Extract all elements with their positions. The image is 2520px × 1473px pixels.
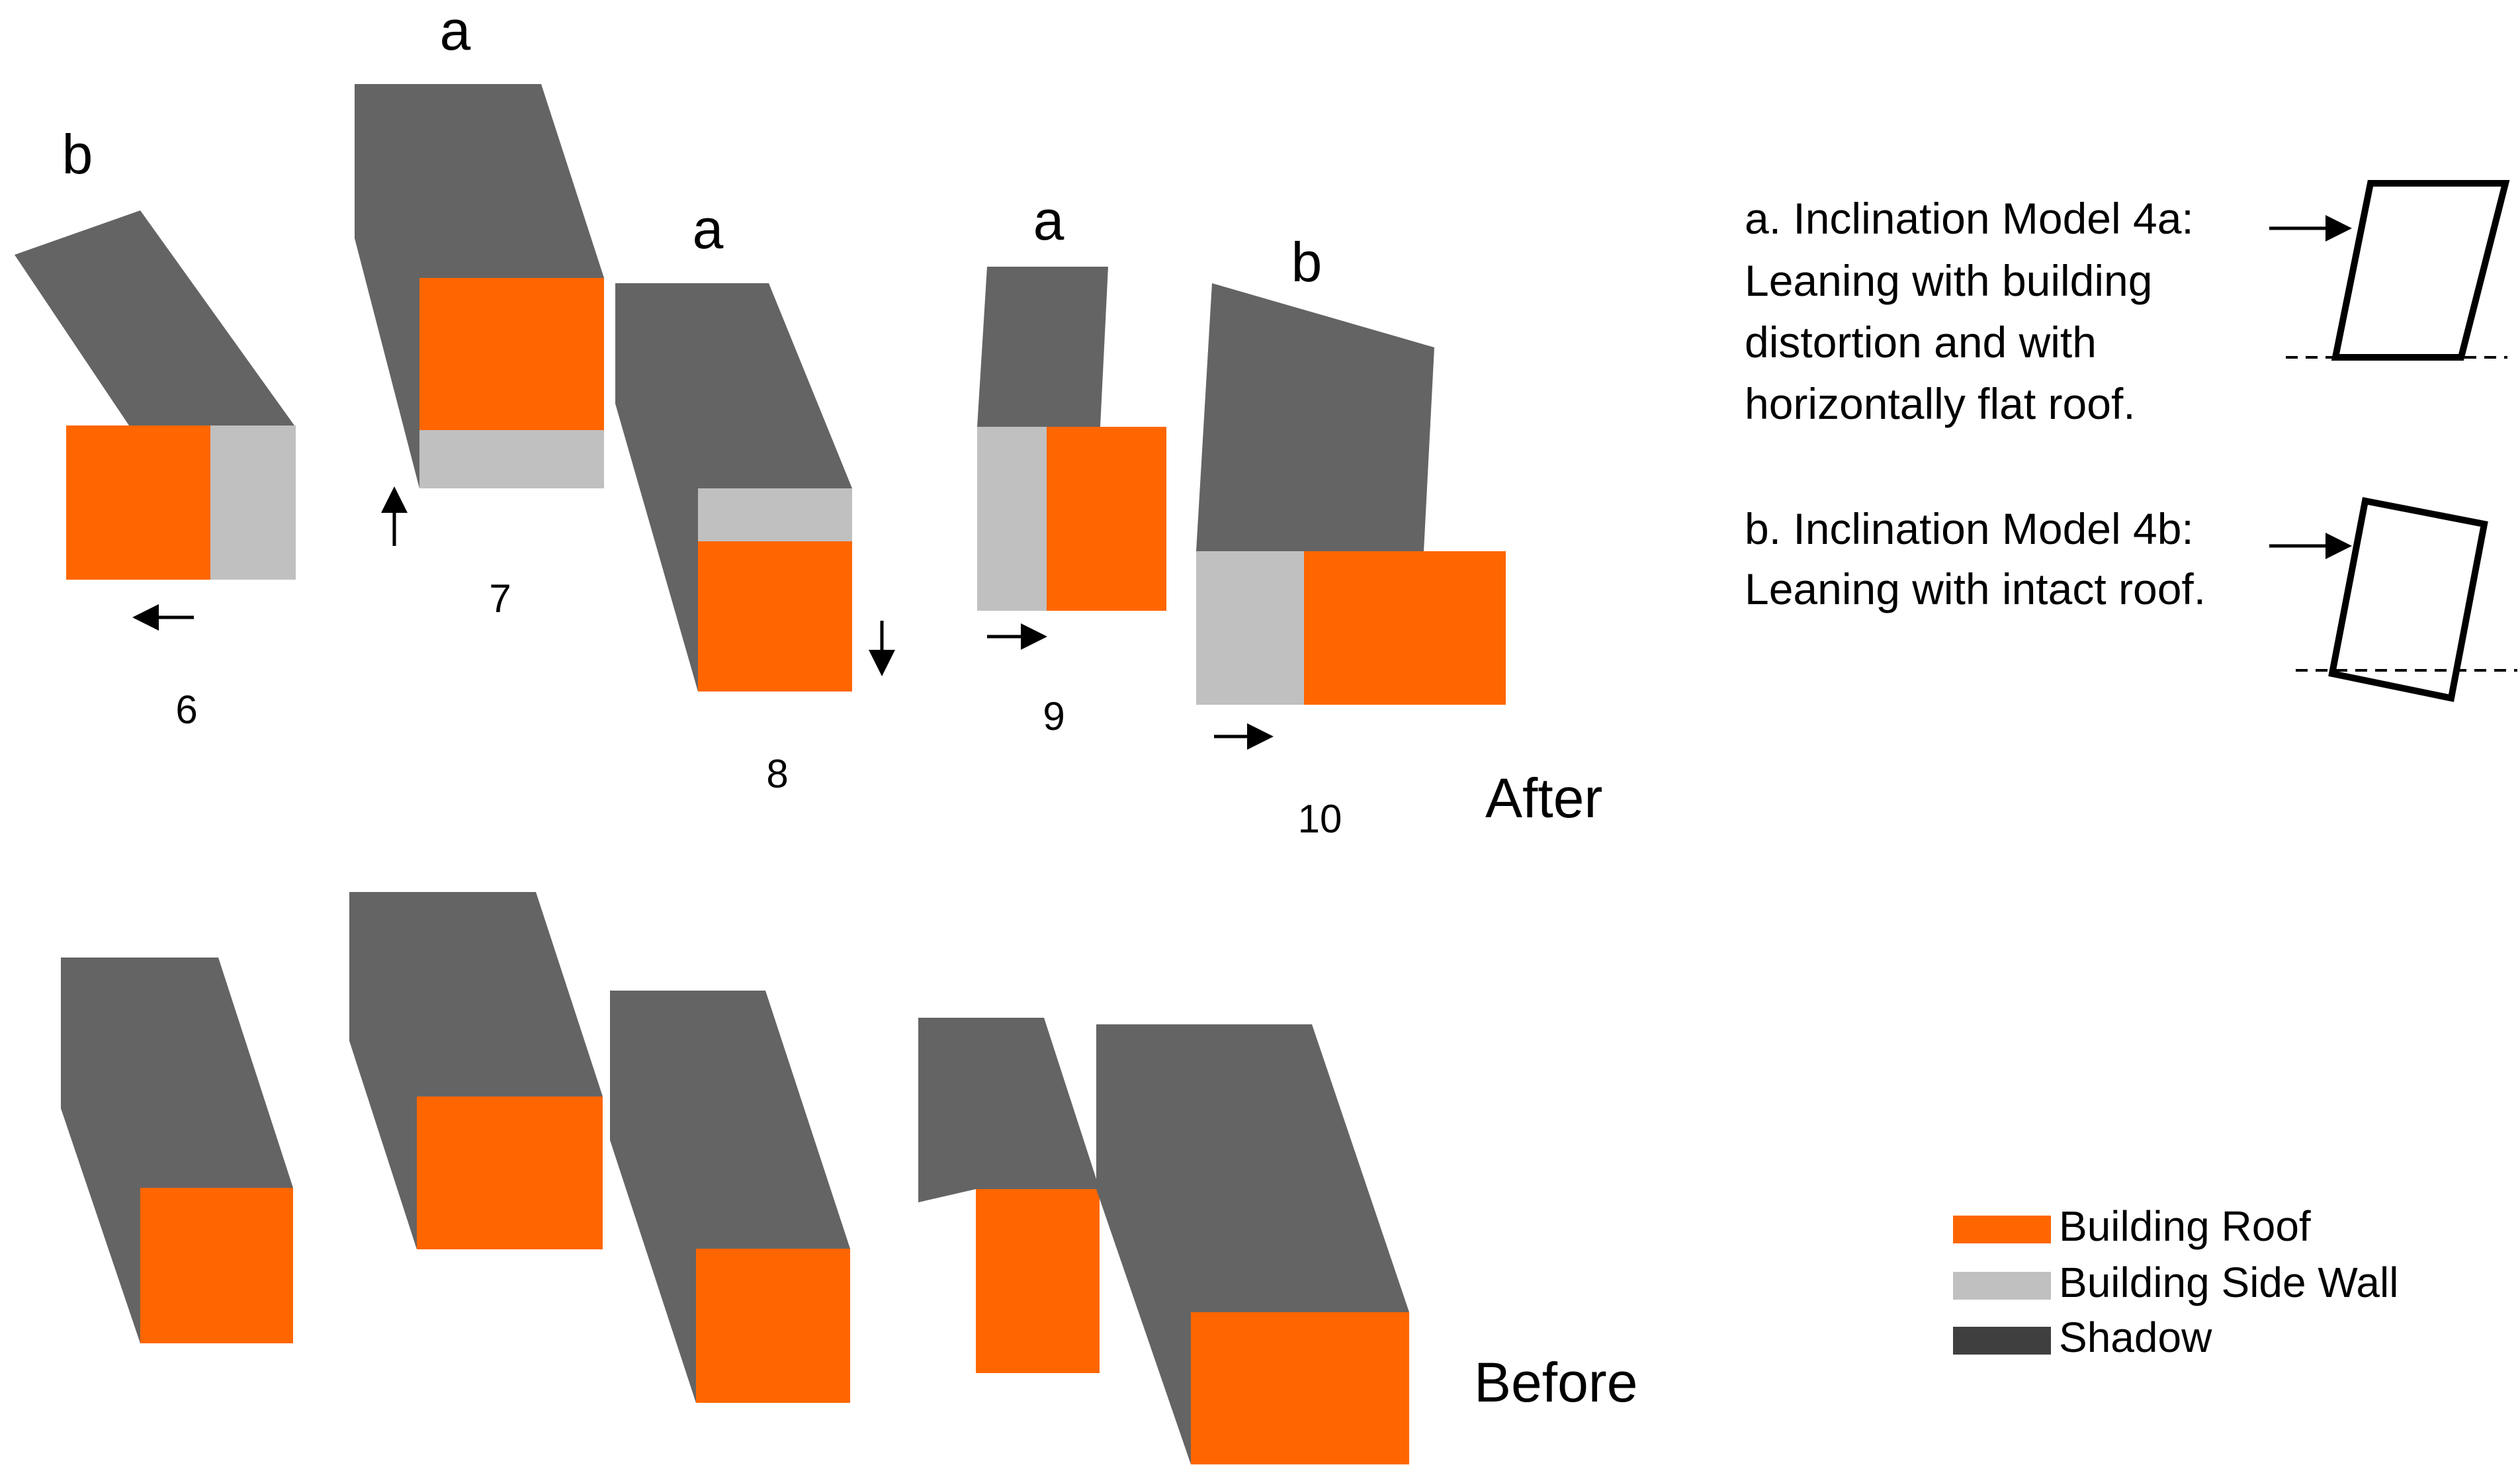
- model-a-line-1: a. Inclination Model 4a:: [1745, 194, 2194, 243]
- side-wall: [977, 427, 1047, 611]
- shadow: [1196, 283, 1434, 551]
- model-b-sketch: [2269, 497, 2517, 702]
- roof: [696, 1249, 850, 1403]
- legend-swatch: [1953, 1272, 2051, 1300]
- legend-item-shadow: Shadow: [1953, 1314, 2212, 1361]
- roof: [976, 1189, 1100, 1373]
- legend-label: Building Side Wall: [2059, 1259, 2398, 1306]
- model-a-sketch: [2269, 180, 2510, 361]
- side-wall: [698, 488, 852, 541]
- building-10-after: 10 b: [1196, 231, 1506, 841]
- building-number: 9: [1043, 694, 1064, 738]
- legend-swatch: [1953, 1216, 2051, 1243]
- building-9-after: 9 a: [977, 189, 1166, 738]
- building-8-before: [610, 991, 850, 1403]
- roof: [1304, 551, 1506, 705]
- model-b-line-1: b. Inclination Model 4b:: [1745, 504, 2194, 553]
- legend-swatch: [1953, 1327, 2051, 1355]
- building-type-label: a: [1033, 189, 1064, 251]
- after-label: After: [1485, 767, 1602, 829]
- side-wall: [210, 425, 296, 580]
- building-6-after: 6 b: [15, 123, 296, 732]
- model-a-description: a. Inclination Model 4a: Leaning with bu…: [1745, 180, 2510, 428]
- building-type-label: a: [693, 198, 724, 260]
- before-label: Before: [1474, 1351, 1638, 1413]
- building-number: 7: [489, 576, 511, 621]
- roof: [1191, 1312, 1409, 1464]
- roof: [66, 425, 210, 580]
- roof: [419, 278, 604, 430]
- before-row: Before: [61, 892, 1638, 1464]
- building-type-label: b: [62, 123, 93, 185]
- model-b-line-2: Leaning with intact roof.: [1745, 564, 2206, 613]
- tilted-rectangle-outline: [2328, 497, 2488, 702]
- legend-label: Building Roof: [2059, 1202, 2311, 1250]
- legend-item-roof: Building Roof: [1953, 1202, 2311, 1250]
- after-row: 6 b 7 a 8 a 9 a: [15, 0, 1602, 841]
- building-number: 10: [1298, 797, 1342, 841]
- model-b-description: b. Inclination Model 4b: Leaning with in…: [1745, 497, 2517, 702]
- side-wall: [1196, 551, 1304, 705]
- parallelogram-outline: [2331, 180, 2510, 361]
- roof: [140, 1188, 293, 1343]
- roof: [417, 1096, 603, 1249]
- building-type-label: a: [440, 0, 471, 62]
- shadow: [977, 267, 1108, 427]
- building-number: 6: [175, 688, 197, 732]
- legend: Building Roof Building Side Wall Shadow: [1953, 1202, 2398, 1361]
- building-10-before: [1096, 1024, 1409, 1464]
- legend-label: Shadow: [2059, 1314, 2212, 1361]
- shadow: [15, 210, 294, 425]
- building-8-after: 8 a: [615, 198, 895, 796]
- side-wall: [419, 430, 604, 488]
- building-7-before: [349, 892, 603, 1249]
- model-a-line-3: distortion and with: [1745, 318, 2097, 367]
- building-number: 8: [766, 752, 788, 796]
- roof: [698, 541, 852, 692]
- model-a-line-4: horizontally flat roof.: [1745, 379, 2136, 428]
- model-a-line-2: Leaning with building: [1745, 256, 2152, 305]
- legend-item-side-wall: Building Side Wall: [1953, 1259, 2398, 1306]
- building-7-after: 7 a: [355, 0, 604, 621]
- building-9-before: [918, 1018, 1100, 1373]
- building-6-before: [61, 958, 293, 1343]
- building-type-label: b: [1291, 231, 1323, 293]
- roof: [1047, 427, 1166, 611]
